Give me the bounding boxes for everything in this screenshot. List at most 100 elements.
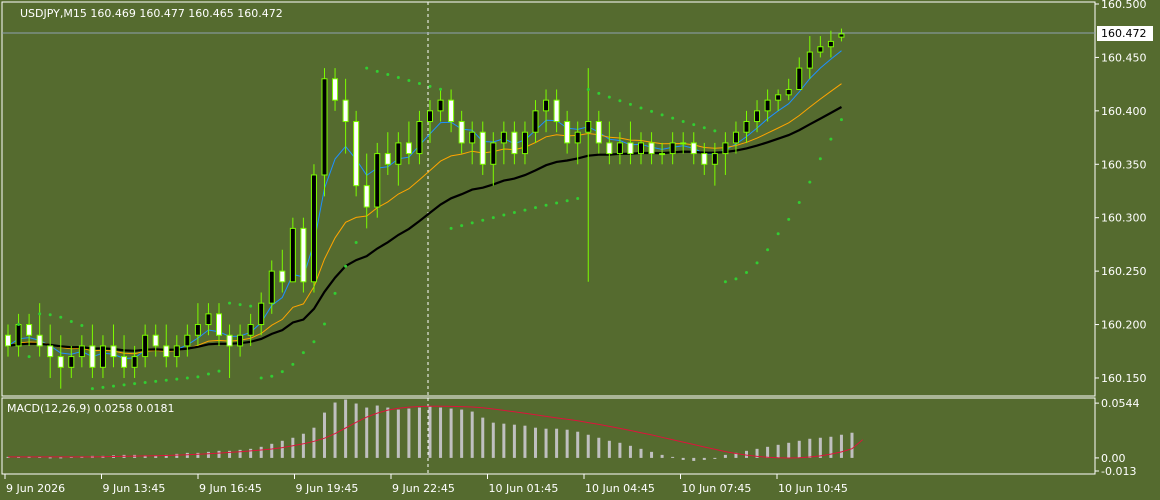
bull-candle <box>743 121 750 133</box>
macd-bar <box>523 425 527 458</box>
sar-dot <box>280 370 284 374</box>
sar-dot <box>323 322 326 326</box>
price-panel-frame <box>1 1 1096 397</box>
macd-bar <box>586 434 590 458</box>
bear-candle <box>479 131 486 165</box>
bull-candle <box>775 94 782 101</box>
macd-bar <box>333 402 337 458</box>
macd-bar <box>301 433 305 458</box>
bear-candle <box>353 121 360 187</box>
bear-candle <box>300 227 307 283</box>
macd-signal-line <box>8 405 863 459</box>
bear-candle <box>89 345 96 368</box>
bear-candle <box>458 121 465 144</box>
macd-bar <box>618 442 622 458</box>
macd-axis-label: 0.0544 <box>1101 397 1140 410</box>
macd-bar <box>48 457 52 459</box>
sar-dot <box>681 119 685 123</box>
macd-bar <box>692 457 696 461</box>
macd-bar <box>660 454 664 458</box>
bull-candle <box>680 142 687 145</box>
macd-bar <box>818 437 822 458</box>
bull-candle <box>237 334 244 347</box>
bear-candle <box>26 324 33 336</box>
macd-bar <box>481 417 485 458</box>
sar-dot <box>660 113 664 117</box>
bull-candle <box>638 142 644 155</box>
bull-candle <box>469 131 476 144</box>
macd-bar <box>185 452 189 458</box>
macd-bar <box>491 422 495 458</box>
sar-dot <box>291 362 295 366</box>
price-axis-label: 160.350 <box>1101 158 1147 171</box>
bull-candle <box>722 142 729 155</box>
macd-bar <box>386 407 390 458</box>
macd-bar <box>850 432 854 458</box>
macd-bar <box>228 450 232 458</box>
sar-dot <box>417 82 421 86</box>
bull-candle <box>173 345 180 358</box>
bull-candle <box>754 110 761 123</box>
sar-dot <box>69 320 73 324</box>
macd-bar <box>291 437 295 458</box>
macd-bar <box>206 451 210 458</box>
sar-dot <box>745 271 748 275</box>
time-axis-label: 9 Jun 13:45 <box>103 482 166 495</box>
bear-candle <box>279 270 286 283</box>
bull-candle <box>437 99 444 112</box>
price-axis-label: 160.400 <box>1101 105 1147 118</box>
bull-candle <box>616 142 623 155</box>
bull-candle <box>500 131 507 144</box>
macd-bar <box>766 446 770 458</box>
sar-dot <box>396 76 400 80</box>
bull-candle <box>247 324 254 336</box>
time-axis-label: 9 Jun 2026 <box>6 482 65 495</box>
sar-dot <box>829 137 833 141</box>
bull-candle <box>806 51 813 69</box>
bull-candle <box>310 174 317 283</box>
macd-bar <box>259 446 263 458</box>
sar-dot <box>354 241 358 245</box>
sar-dot <box>818 157 822 161</box>
sar-dot <box>143 380 147 384</box>
macd-bar <box>439 407 443 458</box>
macd-bar <box>702 457 706 460</box>
bull-candle <box>785 88 792 96</box>
bear-candle <box>332 78 339 101</box>
bull-candle <box>585 121 592 133</box>
sar-dot <box>407 79 411 83</box>
macd-bar <box>344 399 348 458</box>
macd-bar <box>723 454 727 458</box>
sar-dot <box>628 102 632 106</box>
macd-bar <box>143 455 147 458</box>
sar-dot <box>766 248 770 252</box>
bull-candle <box>732 131 739 144</box>
sar-dot <box>671 116 675 120</box>
bull-candle <box>796 67 803 90</box>
bull-candle <box>68 356 75 368</box>
macd-bar <box>734 452 738 458</box>
macd-bar <box>639 448 643 458</box>
sar-dot <box>270 374 274 378</box>
sar-dot <box>755 261 759 265</box>
bear-candle <box>564 121 571 144</box>
sar-dot <box>375 69 379 73</box>
price-axis-label: 160.500 <box>1101 0 1147 11</box>
bull-candle <box>669 142 676 155</box>
macd-panel-frame <box>1 397 1096 475</box>
sar-dot <box>618 99 622 103</box>
macd-bar <box>671 456 675 458</box>
bear-candle <box>216 313 222 336</box>
macd-bar <box>681 457 685 460</box>
sar-dot <box>713 129 717 133</box>
sar-dot <box>460 224 464 228</box>
sar-dot <box>228 301 232 305</box>
sar-dot <box>38 312 42 316</box>
bull-candle <box>416 121 423 155</box>
bull-candle <box>543 99 550 112</box>
bull-candle <box>289 227 296 283</box>
bull-candle <box>574 131 581 144</box>
current-price-box <box>1097 26 1153 41</box>
